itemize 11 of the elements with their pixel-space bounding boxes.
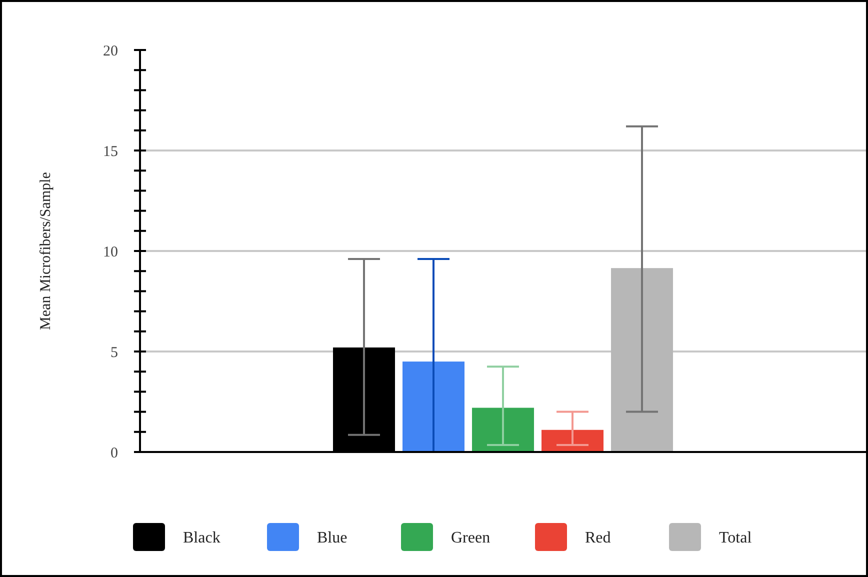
legend-label: Black <box>183 530 220 547</box>
legend-label: Total <box>719 530 752 547</box>
y-tick-label: 20 <box>103 43 118 60</box>
y-tick-label: 10 <box>103 244 118 260</box>
legend-label: Red <box>585 530 611 547</box>
y-tick-label: 5 <box>110 344 118 361</box>
y-axis-title: Mean Microfibers/Sample <box>38 172 54 330</box>
legend-label: Blue <box>317 530 348 547</box>
y-tick-label: 15 <box>103 144 118 160</box>
legend-label: Green <box>451 530 490 547</box>
y-tick-label: 0 <box>110 445 118 462</box>
